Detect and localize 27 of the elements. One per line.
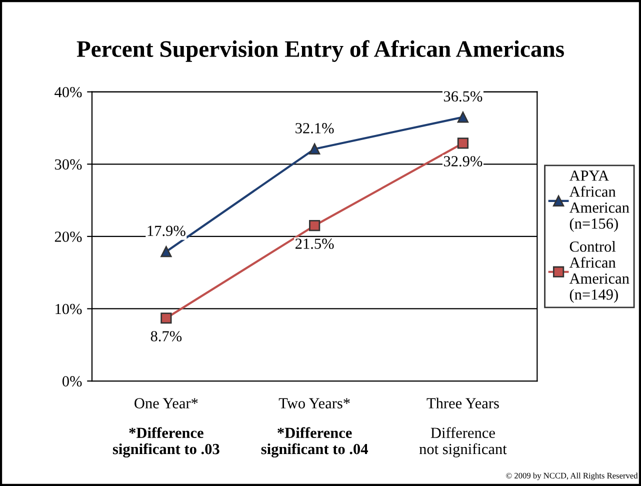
y-tick-label: 10% — [56, 304, 82, 314]
chart-title: Percent Supervision Entry of African Americans — [76, 40, 564, 62]
point — [309, 143, 320, 155]
data-label: 17.9% — [148, 226, 186, 236]
y-tick-label: 0% — [62, 376, 82, 387]
data-label: 32.1% — [296, 123, 334, 134]
y-tick-label: 30% — [54, 159, 82, 170]
legend-label: Control African American (n=149) — [569, 241, 630, 303]
point — [160, 246, 172, 258]
point — [457, 138, 469, 149]
point — [457, 112, 469, 123]
data-label: 36.5% — [444, 91, 482, 102]
y-tick-label: 20% — [54, 232, 82, 242]
point — [309, 220, 320, 232]
text: *Difference significant to .03 — [112, 427, 220, 458]
text: *Difference significant to .04 — [261, 427, 368, 458]
text: © 2009 by NCCD, All Rights Reserved — [506, 472, 638, 480]
x-tick-label: Two Years* — [278, 398, 350, 408]
data-label: 8.7% — [150, 331, 182, 342]
point — [160, 312, 172, 324]
x-tick-label: Three Years — [426, 398, 499, 408]
legend-label: APYA African American (n=156) — [569, 170, 630, 232]
data-label: 32.9% — [444, 156, 482, 166]
y-tick-label: 40% — [54, 86, 82, 98]
data-label: 21.5% — [296, 238, 334, 249]
text: Difference not significant — [419, 427, 507, 458]
x-tick-label: One Year* — [134, 398, 198, 408]
